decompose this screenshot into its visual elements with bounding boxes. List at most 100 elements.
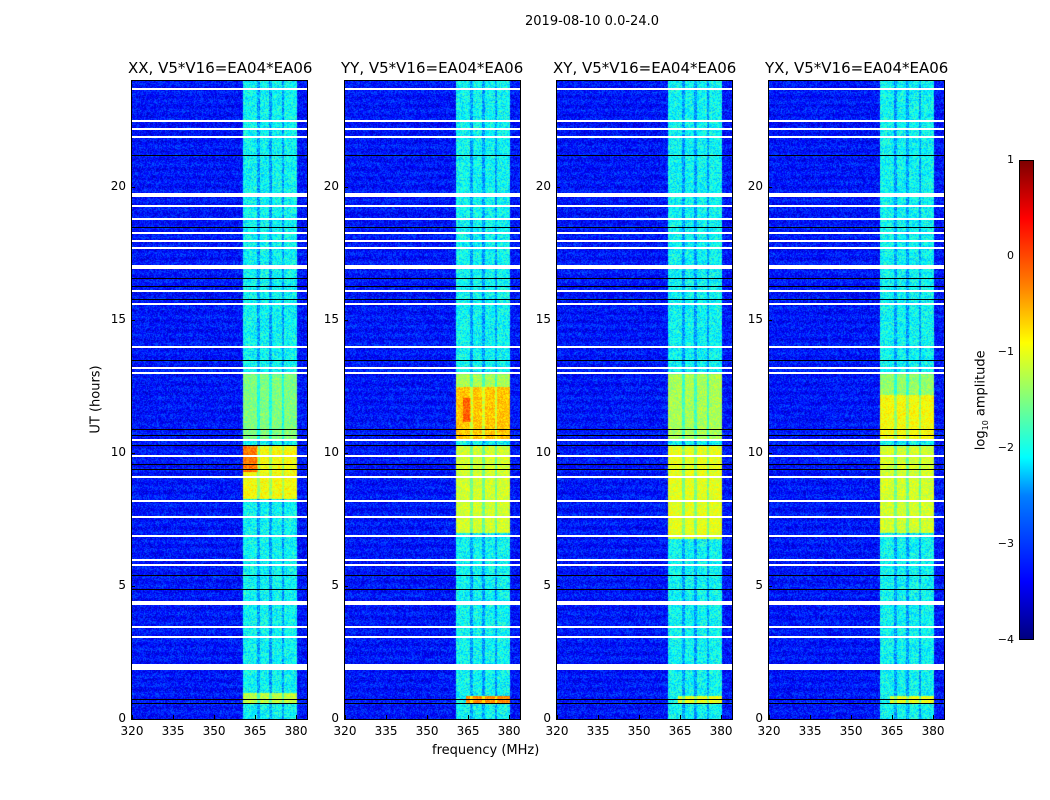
x-tick-mark xyxy=(468,715,470,720)
scan-boundary-row xyxy=(345,575,520,577)
flagged-row xyxy=(769,265,944,270)
colorbar-label-sub: 10 xyxy=(981,420,991,431)
flagged-row xyxy=(132,218,307,221)
scan-boundary-row xyxy=(769,429,944,431)
x-axis-label: frequency (MHz) xyxy=(432,743,540,758)
scan-boundary-row xyxy=(557,298,732,300)
flagged-row xyxy=(345,515,520,518)
colorbar-tick-label: −4 xyxy=(997,633,1014,646)
scan-boundary-row xyxy=(132,699,307,701)
scan-boundary-row xyxy=(132,155,307,157)
scan-boundary-row xyxy=(557,277,732,279)
flagged-row xyxy=(132,635,307,638)
scan-boundary-row xyxy=(132,360,307,362)
y-tick-mark xyxy=(344,187,348,189)
flagged-row xyxy=(132,601,307,606)
y-tick-mark xyxy=(344,453,348,455)
flagged-row xyxy=(132,345,307,348)
flagged-row xyxy=(345,500,520,503)
flagged-row xyxy=(769,290,944,292)
flagged-row xyxy=(345,231,520,234)
scan-boundary-row xyxy=(769,463,944,465)
flagged-row xyxy=(345,135,520,138)
scan-boundary-row xyxy=(557,463,732,465)
scan-boundary-row xyxy=(132,298,307,300)
x-tick-label: 380 xyxy=(709,724,733,738)
scan-boundary-row xyxy=(557,429,732,431)
scan-boundary-row xyxy=(769,588,944,590)
flagged-row xyxy=(557,127,732,130)
flagged-row xyxy=(345,601,520,606)
y-tick-label: 15 xyxy=(535,312,551,327)
panel-title: XX, V5*V16=EA04*EA06 xyxy=(128,59,313,77)
flagged-row xyxy=(132,666,307,671)
flagged-row xyxy=(345,635,520,638)
scan-boundary-row xyxy=(345,445,520,447)
y-tick-mark xyxy=(556,453,560,455)
flagged-row xyxy=(132,367,307,370)
colorbar-tick-label: 0 xyxy=(1007,249,1014,262)
x-tick-mark xyxy=(721,715,723,720)
flagged-row xyxy=(769,635,944,638)
scan-boundary-row xyxy=(345,227,520,229)
flagged-row xyxy=(557,193,732,198)
y-tick-label: 5 xyxy=(543,578,551,593)
flagged-row xyxy=(769,204,944,207)
x-tick-mark xyxy=(173,715,175,720)
scan-boundary-row xyxy=(769,155,944,157)
y-tick-mark xyxy=(556,586,560,588)
flagged-row xyxy=(345,218,520,221)
x-tick-mark xyxy=(933,715,935,720)
scan-boundary-row xyxy=(769,445,944,447)
flagged-row xyxy=(132,193,307,198)
flagged-row xyxy=(557,87,732,90)
scan-boundary-row xyxy=(132,575,307,577)
x-tick-label: 365 xyxy=(668,724,692,738)
scan-boundary-row xyxy=(769,699,944,701)
scan-boundary-row xyxy=(769,703,944,705)
flagged-row xyxy=(769,626,944,629)
x-tick-mark xyxy=(345,715,346,720)
x-tick-mark xyxy=(255,715,257,720)
heatmap-cells xyxy=(345,81,520,719)
scan-boundary-row xyxy=(345,463,520,465)
flagged-row xyxy=(132,438,307,441)
flagged-row xyxy=(132,534,307,537)
flagged-row xyxy=(557,119,732,122)
flagged-row xyxy=(769,500,944,503)
flagged-row xyxy=(557,663,732,666)
flagged-row xyxy=(345,345,520,348)
scan-boundary-row xyxy=(345,298,520,300)
scan-boundary-row xyxy=(557,699,732,701)
scan-boundary-row xyxy=(345,588,520,590)
flagged-row xyxy=(132,663,307,666)
scan-boundary-row xyxy=(769,277,944,279)
flagged-row xyxy=(132,290,307,292)
x-tick-mark xyxy=(296,715,298,720)
flagged-row xyxy=(132,265,307,270)
y-tick-mark xyxy=(556,187,560,189)
flagged-row xyxy=(345,127,520,130)
scan-boundary-row xyxy=(345,429,520,431)
flagged-row xyxy=(345,193,520,198)
flagged-row xyxy=(557,666,732,671)
flagged-row xyxy=(557,476,732,479)
flagged-row xyxy=(132,303,307,306)
x-tick-mark xyxy=(386,715,388,720)
flagged-row xyxy=(557,372,732,375)
flagged-row xyxy=(132,204,307,207)
y-tick-mark xyxy=(556,320,560,322)
flagged-row xyxy=(345,666,520,671)
colorbar-tick-label: 1 xyxy=(1007,153,1014,166)
flagged-row xyxy=(132,231,307,234)
y-tick-label: 0 xyxy=(118,711,126,725)
x-tick-mark xyxy=(509,715,511,720)
flagged-row xyxy=(557,231,732,234)
y-tick-label: 10 xyxy=(747,445,763,460)
scan-boundary-row xyxy=(345,360,520,362)
y-tick-mark xyxy=(344,719,348,720)
y-tick-mark xyxy=(768,586,772,588)
flagged-row xyxy=(557,626,732,629)
flagged-row xyxy=(132,476,307,479)
y-tick-mark xyxy=(768,320,772,322)
